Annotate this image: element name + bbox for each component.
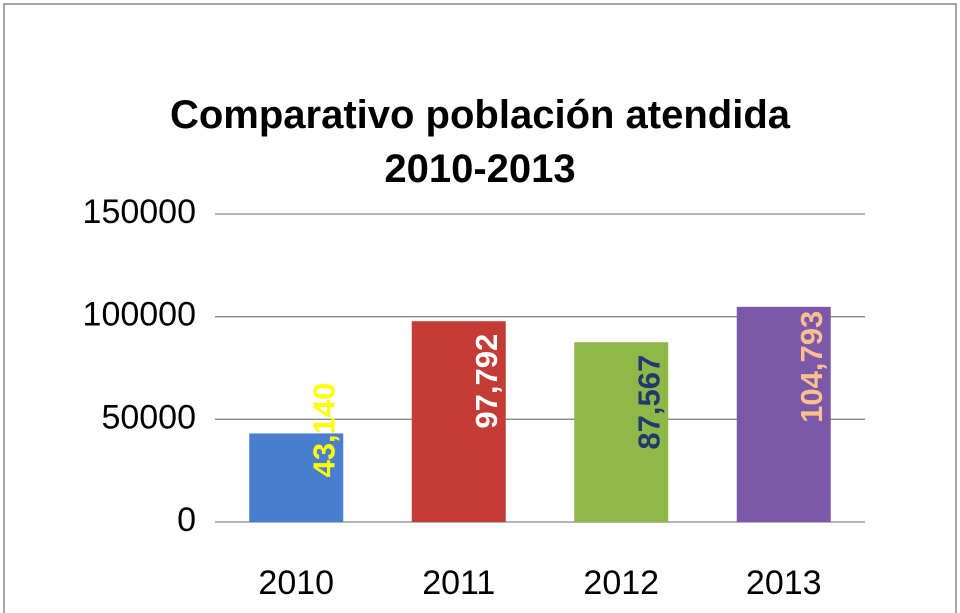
data-label: 43,140 — [306, 383, 341, 478]
bar — [249, 433, 344, 522]
data-label: 97,792 — [469, 334, 504, 429]
x-tick-label: 2010 — [258, 564, 334, 602]
chart-title: Comparativo población atendida 2010-2013 — [169, 93, 791, 191]
y-tick-label: 100000 — [83, 296, 196, 334]
bar — [574, 342, 669, 522]
data-label: 87,567 — [631, 355, 666, 450]
x-tick-label: 2013 — [746, 564, 822, 602]
x-tick-label: 2011 — [422, 564, 495, 602]
x-tick-label: 2012 — [583, 564, 659, 602]
data-label: 104,793 — [794, 311, 829, 423]
y-tick-label: 150000 — [83, 193, 196, 231]
bar — [736, 306, 831, 522]
y-tick-label: 0 — [177, 501, 196, 539]
y-tick-label: 50000 — [101, 398, 196, 436]
bar — [411, 321, 506, 522]
